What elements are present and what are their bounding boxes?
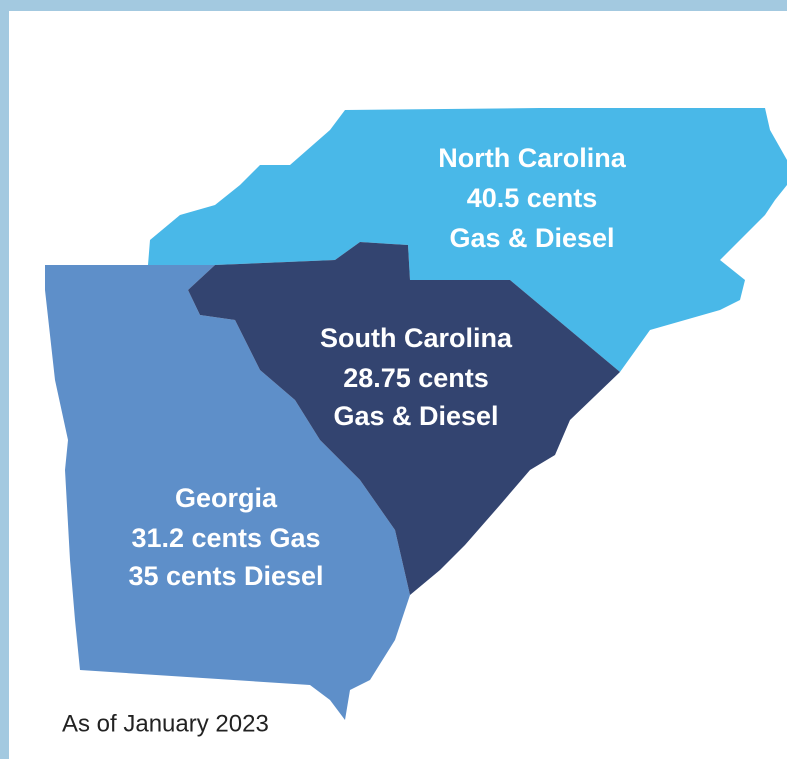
date-note: As of January 2023 xyxy=(62,710,269,737)
north-carolina-shape xyxy=(148,108,787,372)
georgia-shape xyxy=(45,265,410,720)
region-line: 28.75 cents xyxy=(343,363,489,393)
south-carolina-shape xyxy=(188,242,620,595)
region-line: 35 cents Diesel xyxy=(128,561,323,591)
region-name: Georgia xyxy=(175,483,278,513)
region-line: 40.5 cents xyxy=(467,183,598,213)
region-line: Gas & Diesel xyxy=(449,223,614,253)
region-name: North Carolina xyxy=(438,143,626,173)
region-name: South Carolina xyxy=(320,323,513,353)
region-line: Gas & Diesel xyxy=(333,401,498,431)
region-line: 31.2 cents Gas xyxy=(131,523,320,553)
